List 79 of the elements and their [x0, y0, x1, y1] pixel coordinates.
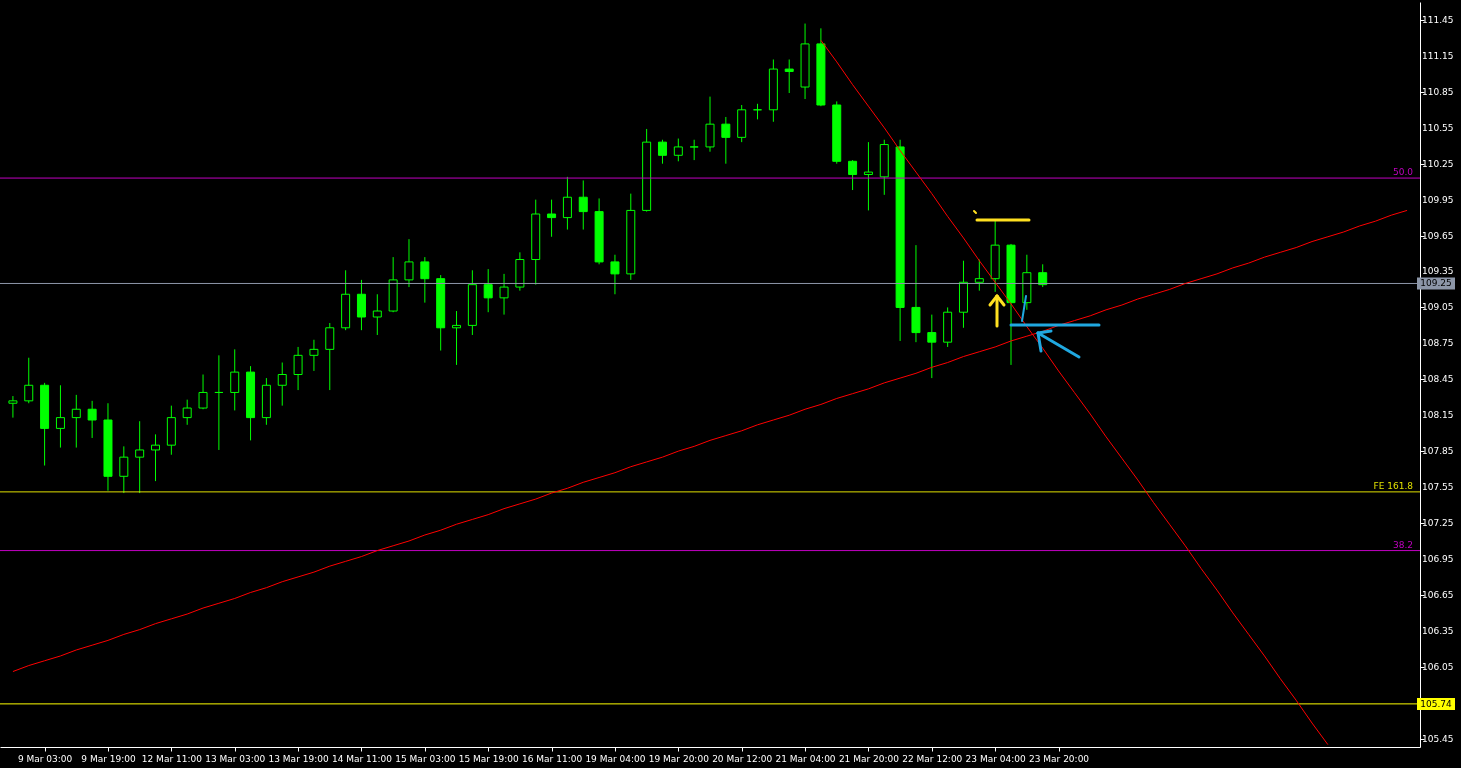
x-tick-label: 21 Mar 04:00 [775, 753, 836, 764]
x-tick-label: 15 Mar 03:00 [395, 753, 456, 764]
candlestick [863, 141, 873, 211]
candlestick [230, 348, 240, 411]
ref-line-label: 109.25 [1420, 278, 1452, 289]
candlestick [499, 273, 509, 316]
candlestick [578, 179, 588, 231]
y-tick-label: 106.65 [1422, 589, 1454, 600]
x-tick-label: 23 Mar 04:00 [965, 753, 1026, 764]
y-tick-label: 107.85 [1422, 446, 1454, 457]
candlestick [55, 384, 65, 449]
y-tick-label: 105.45 [1422, 733, 1454, 744]
y-tick-label: 106.95 [1422, 553, 1454, 564]
y-tick-label: 111.15 [1422, 50, 1454, 61]
x-tick-label: 19 Mar 04:00 [585, 753, 646, 764]
y-tick-label: 109.65 [1422, 230, 1454, 241]
candlestick [547, 199, 557, 238]
y-tick-label: 109.95 [1422, 194, 1454, 205]
y-tick-label: 110.85 [1422, 86, 1454, 97]
y-tick-label: 109.35 [1422, 266, 1454, 277]
y-tick-label: 110.55 [1422, 122, 1454, 133]
x-tick-label: 13 Mar 19:00 [268, 753, 329, 764]
candlestick [182, 399, 192, 426]
candlestick [1038, 263, 1048, 288]
annotation: FE 161.8 [1373, 480, 1414, 491]
y-tick-label: 106.35 [1422, 625, 1454, 636]
candlestick [24, 357, 34, 404]
candlestick [372, 293, 382, 336]
candlestick [657, 139, 667, 165]
candlestick [705, 96, 715, 153]
candlestick [420, 256, 430, 304]
x-tick-label: 21 Mar 20:00 [838, 753, 900, 764]
x-tick-label: 9 Mar 19:00 [81, 753, 136, 764]
y-tick-label: 109.05 [1422, 302, 1454, 313]
candlestick [784, 58, 794, 94]
candlestick [151, 433, 161, 482]
candlestick [87, 400, 97, 439]
x-tick-label: 16 Mar 11:00 [522, 753, 583, 764]
candlestick [483, 268, 493, 313]
y-tick-label: 106.05 [1422, 661, 1454, 672]
candlestick [673, 138, 683, 162]
y-tick-label: 107.25 [1422, 518, 1454, 529]
candlestick [119, 445, 129, 494]
candlestick [356, 279, 366, 331]
candlestick [135, 420, 145, 494]
candlestick [71, 394, 81, 449]
candlestick [689, 139, 699, 161]
candlestick [974, 259, 984, 292]
candlestick [721, 116, 731, 165]
y-tick-label: 108.45 [1422, 374, 1454, 385]
x-tick-label: 15 Mar 19:00 [458, 753, 520, 764]
candlestick [610, 254, 620, 295]
candlestick [277, 362, 287, 407]
x-tick-label: 14 Mar 11:00 [331, 753, 393, 764]
candlestick [452, 310, 462, 366]
candlestick [848, 159, 858, 191]
candlestick [309, 339, 319, 372]
candlestick [293, 346, 303, 391]
y-tick-label: 108.15 [1422, 410, 1454, 421]
candlestick [562, 176, 572, 231]
x-tick-label: 9 Mar 03:00 [17, 753, 73, 764]
x-tick-label: 22 Mar 12:00 [902, 753, 963, 764]
candlestick [198, 374, 208, 410]
candlestick [927, 314, 937, 379]
x-tick-label: 19 Mar 20:00 [648, 753, 710, 764]
ref-line-label: 105.74 [1420, 698, 1453, 709]
x-tick-label: 23 Mar 20:00 [1028, 753, 1090, 764]
annotation: 50.0 [1392, 167, 1414, 178]
x-tick-label: 13 Mar 03:00 [205, 753, 266, 764]
y-tick-label: 107.55 [1422, 482, 1454, 493]
y-tick-label: 111.45 [1422, 14, 1454, 25]
y-tick-label: 110.25 [1422, 158, 1454, 169]
annotation: 38.2 [1392, 539, 1413, 550]
x-tick-label: 12 Mar 11:00 [141, 753, 203, 764]
candlestick [8, 395, 18, 419]
candlestick [404, 238, 414, 288]
candlestick [325, 322, 335, 391]
y-tick-label: 108.75 [1422, 338, 1454, 349]
x-tick-label: 20 Mar 12:00 [712, 753, 773, 764]
